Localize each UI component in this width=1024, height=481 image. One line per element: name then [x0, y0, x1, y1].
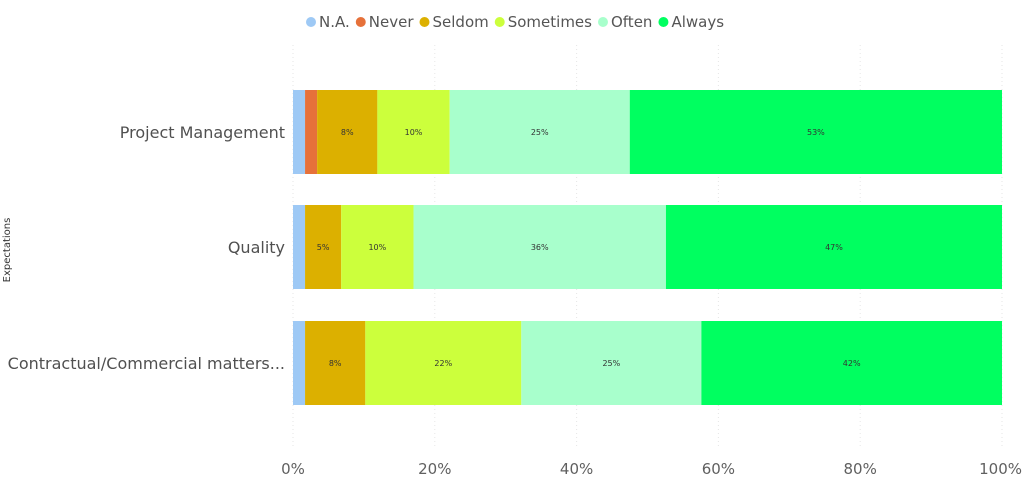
category-labels: Project Management Quality Contractual/Com…: [8, 123, 285, 373]
bar-segment[interactable]: [629, 90, 1002, 174]
bar-segment[interactable]: [305, 90, 318, 174]
data-label: 5%: [317, 243, 330, 252]
bar-segment[interactable]: [365, 321, 522, 405]
legend-item[interactable]: Sometimes: [494, 13, 592, 31]
legend-label: Never: [369, 13, 415, 31]
legend-label: Always: [671, 13, 724, 31]
legend-label: Often: [611, 13, 652, 31]
x-tick-label: 80%: [844, 460, 877, 478]
legend-item[interactable]: N.A.: [306, 13, 350, 31]
data-label: 25%: [531, 128, 549, 137]
legend-label: N.A.: [319, 13, 350, 31]
legend-item[interactable]: Never: [355, 13, 415, 31]
legend-label: Sometimes: [508, 13, 592, 31]
bar-segment[interactable]: [341, 205, 414, 289]
data-label: 8%: [341, 128, 354, 137]
x-tick-label: 0%: [281, 460, 305, 478]
category-label: Quality: [228, 238, 285, 257]
data-label: 36%: [531, 243, 549, 252]
bar-segment[interactable]: [305, 205, 342, 289]
bar-segment[interactable]: [449, 90, 630, 174]
legend-marker: [419, 17, 430, 27]
x-axis-ticks: 0% 20% 40% 60% 80% 100%: [281, 460, 1022, 478]
bars: 8% 10% 25% 53% 5% 10% 36% 47% 8% 22% 25% 42%: [293, 90, 1002, 405]
x-tick-label: 40%: [560, 460, 593, 478]
bar-segment[interactable]: [305, 321, 366, 405]
bar-segment[interactable]: [665, 205, 1002, 289]
data-label: 53%: [807, 128, 825, 137]
bar-segment[interactable]: [293, 321, 306, 405]
x-tick-label: 100%: [979, 460, 1022, 478]
legend-marker: [597, 17, 608, 27]
bar-segment[interactable]: [521, 321, 702, 405]
bar-segment[interactable]: [701, 321, 1002, 405]
bar-group: 8% 10% 25% 53%: [293, 90, 1002, 174]
x-tick-label: 60%: [702, 460, 735, 478]
data-label: 8%: [329, 359, 342, 368]
legend-item[interactable]: Seldom: [419, 13, 489, 31]
bar-group: 5% 10% 36% 47%: [293, 205, 1002, 289]
data-label: 22%: [434, 359, 452, 368]
legend-marker: [306, 17, 316, 27]
data-label: 25%: [602, 359, 620, 368]
bar-segment[interactable]: [317, 90, 378, 174]
x-tick-label: 20%: [418, 460, 451, 478]
bar-segment[interactable]: [377, 90, 450, 174]
legend-item[interactable]: Always: [658, 13, 724, 31]
bar-segment[interactable]: [293, 90, 306, 174]
data-label: 47%: [825, 243, 843, 252]
category-label: Project Management: [120, 123, 285, 142]
legend-marker: [494, 17, 505, 27]
data-label: 42%: [843, 359, 861, 368]
bar-segment[interactable]: [413, 205, 666, 289]
data-label: 10%: [368, 243, 386, 252]
legend-label: Seldom: [433, 13, 489, 31]
bar-group: 8% 22% 25% 42%: [293, 321, 1002, 405]
y-axis-title: Expectations: [2, 218, 13, 283]
legend-marker: [658, 17, 669, 27]
category-label: Contractual/Commercial matters...: [8, 354, 285, 373]
bar-segment[interactable]: [293, 205, 306, 289]
legend-item[interactable]: Often: [597, 13, 652, 31]
data-label: 10%: [405, 128, 423, 137]
legend: N.A. Never Seldom Sometimes Often Always: [306, 13, 724, 31]
legend-marker: [355, 17, 366, 27]
